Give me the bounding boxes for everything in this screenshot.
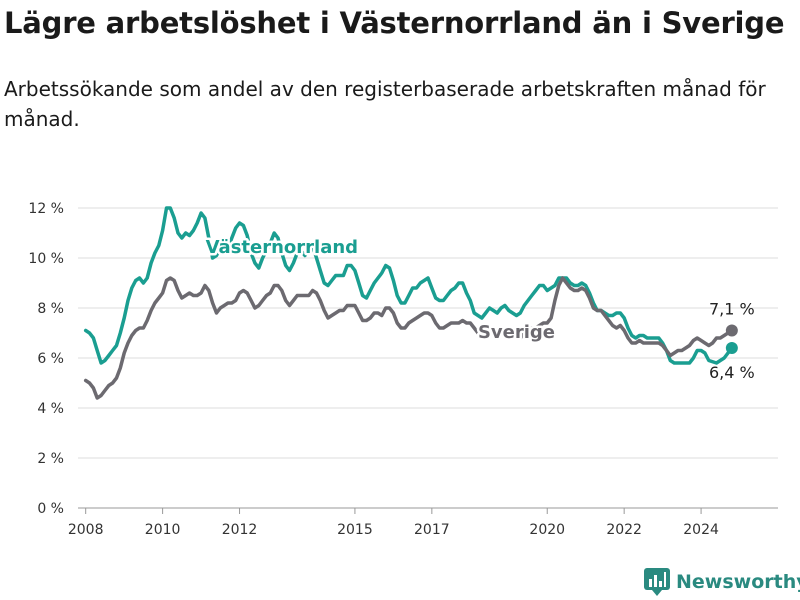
y-tick-label: 12 % [28, 201, 64, 217]
y-tick-label: 10 % [28, 251, 64, 267]
series-label: Västernorrland [206, 237, 358, 258]
page-title: Lägre arbetslöshet i Västernorrland än i… [4, 6, 785, 40]
series-end-label: 6,4 % [709, 363, 755, 382]
y-tick-label: 8 % [37, 301, 64, 317]
brand-name: Newsworthy [676, 571, 800, 593]
series-end-dot [725, 342, 738, 354]
page-subtitle: Arbetssökande som andel av den registerb… [4, 77, 766, 131]
x-tick-label: 2010 [145, 522, 181, 538]
series-line [83, 206, 734, 365]
grid-lines [78, 207, 778, 509]
series-lines [83, 206, 738, 400]
y-tick-label: 0 % [37, 501, 64, 517]
x-tick-label: 2020 [529, 522, 565, 538]
y-tick-label: 4 % [37, 401, 64, 417]
x-tick-label: 2012 [222, 522, 258, 538]
newsworthy-logo-icon [644, 568, 670, 596]
series-line [83, 276, 734, 400]
y-tick-label: 6 % [37, 351, 64, 367]
x-tick-label: 2022 [606, 522, 642, 538]
y-tick-label: 2 % [37, 451, 64, 467]
y-axis: 0 % 2 % 4 % 6 % 8 % 10 % 12 % [28, 201, 64, 517]
x-tick-label: 2024 [683, 522, 719, 538]
series-end-dot [725, 324, 738, 337]
x-tick-label: 2008 [68, 522, 104, 538]
series-label-halo: Västernorrland [206, 237, 358, 258]
series-label-halo: Sverige [478, 322, 555, 343]
brand-logo: Newsworthy [644, 568, 800, 596]
x-tick-label: 2015 [337, 522, 373, 538]
x-tick-label: 2017 [414, 522, 450, 538]
x-axis: 2008 2010 2012 2015 2017 2020 2022 2024 [68, 508, 719, 538]
series-label: Sverige [478, 322, 555, 343]
series-end-label: 7,1 % [709, 300, 755, 319]
